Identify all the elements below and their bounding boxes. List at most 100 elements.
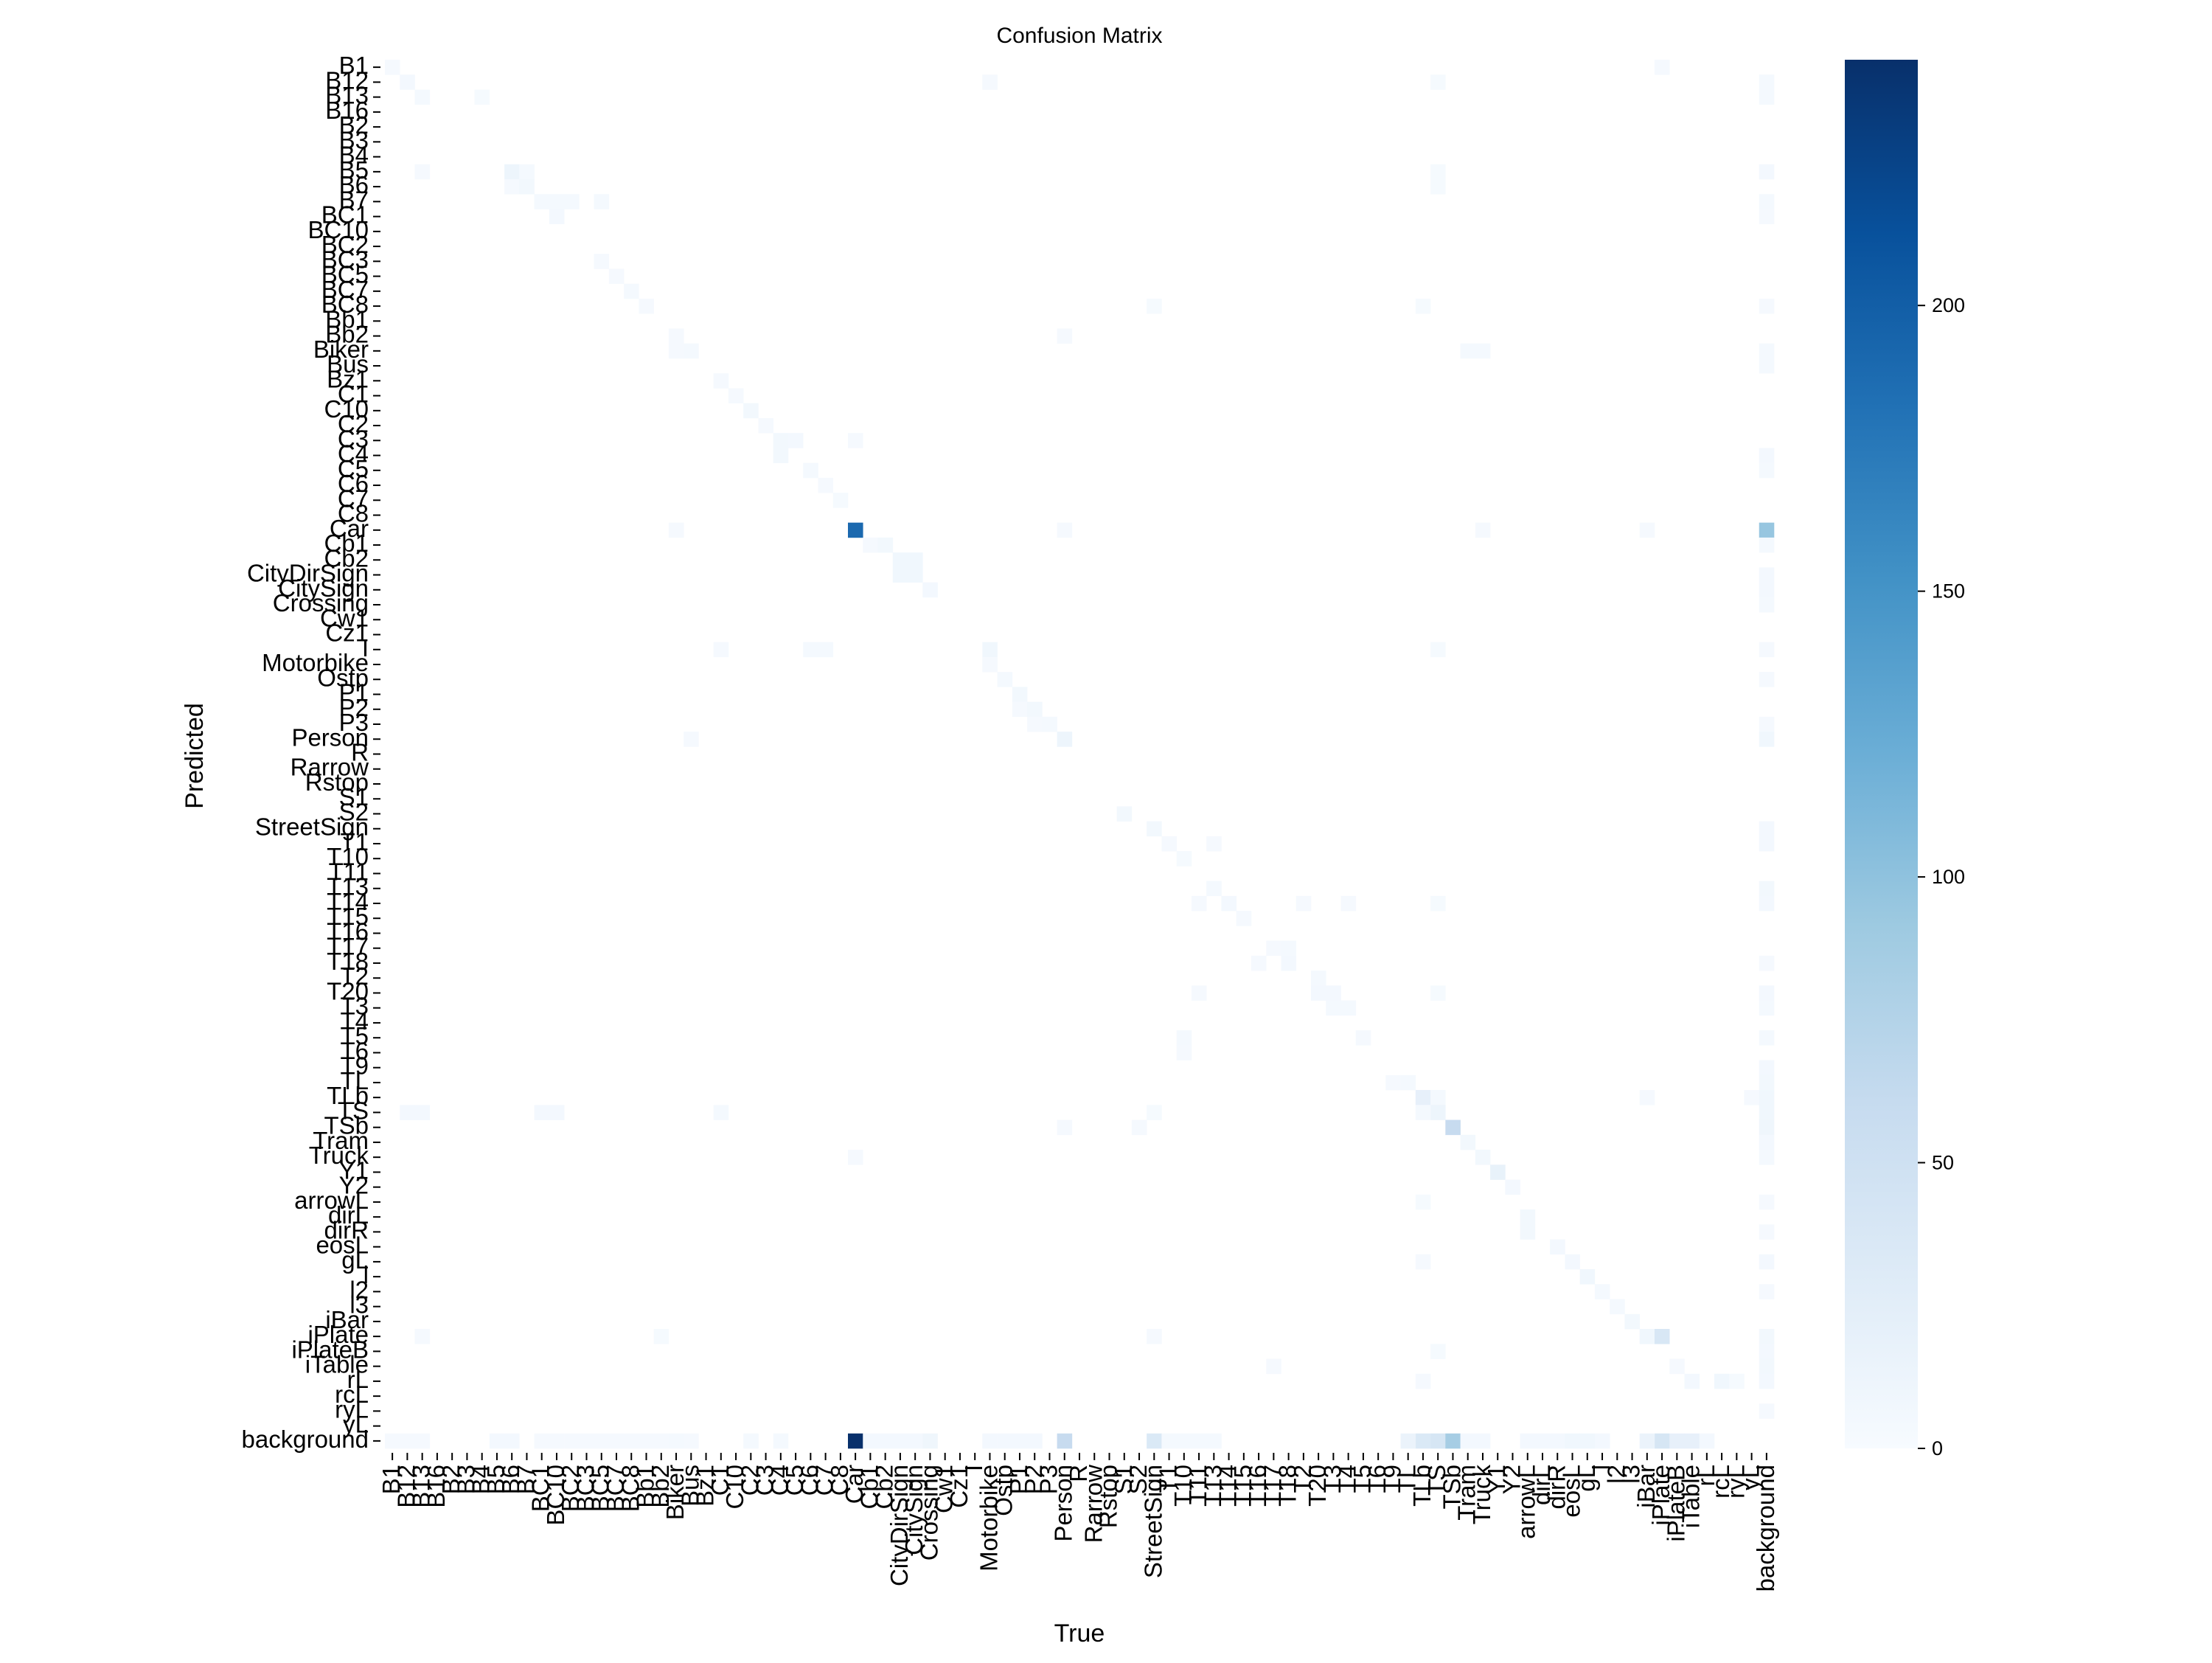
cell-background-vs-BC10 xyxy=(549,1433,565,1449)
cell-T14-vs-T2 xyxy=(1295,895,1312,912)
cell-T13-vs-background xyxy=(1759,881,1775,897)
cell-B12-vs-background xyxy=(1759,74,1775,90)
x-tick-label: B6 xyxy=(497,1465,524,1494)
cell-background-vs-B5 xyxy=(489,1433,505,1449)
cell-Cb1-vs-Cb1 xyxy=(863,537,878,553)
cell-l2-vs-l xyxy=(1594,1284,1610,1299)
cell-l-vs-gL xyxy=(1579,1269,1596,1285)
cell-T18-vs-T16 xyxy=(1251,955,1267,971)
x-tick-label: B7 xyxy=(512,1465,539,1494)
y-tick-label: C6 xyxy=(338,470,369,497)
x-tick-label: Biker xyxy=(661,1465,689,1520)
x-axis-label: True xyxy=(1054,1619,1105,1648)
y-tick-label: l xyxy=(364,1261,369,1288)
cell-Bb2-vs-Biker xyxy=(668,328,684,344)
x-tick-label: iPlate xyxy=(1647,1465,1674,1526)
cell-iPlate-vs-StreetSign xyxy=(1147,1329,1162,1344)
x-tick-label: S1 xyxy=(1110,1465,1137,1494)
x-tick-label: T9 xyxy=(1378,1465,1405,1493)
x-tick-label: dirR xyxy=(1543,1465,1570,1510)
y-tick-label: rL xyxy=(347,1366,369,1393)
cell-gL-vs-background xyxy=(1759,1254,1775,1270)
x-tick-label: T13 xyxy=(1199,1465,1226,1507)
cell-l3-vs-l2 xyxy=(1610,1299,1625,1315)
y-tick-label: TS xyxy=(338,1097,369,1124)
cell-rL-vs-iTable xyxy=(1684,1373,1700,1389)
x-tick-label: R xyxy=(1065,1465,1092,1482)
cell-CitySign-vs-background xyxy=(1759,582,1775,598)
cell-background-vs-C4 xyxy=(773,1433,789,1449)
x-tick-label: Bz1 xyxy=(692,1465,719,1507)
cell-TL-vs-T9 xyxy=(1385,1074,1401,1091)
y-tick-label: T14 xyxy=(327,888,369,915)
cell-background-vs-P2 xyxy=(1027,1433,1043,1449)
cell-iTable-vs-T17 xyxy=(1266,1358,1281,1375)
cell-Biker-vs-Truck xyxy=(1475,343,1491,359)
cell-background-vs-BC8 xyxy=(624,1433,639,1449)
x-tick-label: B4 xyxy=(467,1465,495,1494)
cell-arrowL-vs-TLb xyxy=(1415,1194,1431,1210)
cell-background-vs-BC2 xyxy=(564,1433,580,1449)
y-tick-label: T11 xyxy=(329,858,369,885)
x-tick-label: Motorbike xyxy=(975,1465,1002,1572)
cell-BC1-vs-background xyxy=(1759,209,1775,225)
cell-background-vs-T11 xyxy=(1191,1433,1207,1449)
x-tick-label: T4 xyxy=(1334,1465,1361,1493)
cell-background-vs-iTable xyxy=(1684,1433,1700,1449)
y-tick-label: T16 xyxy=(327,917,369,945)
cell-T5-vs-T5 xyxy=(1355,1030,1371,1046)
y-tick-label: BC10 xyxy=(307,216,369,243)
cell-B7-vs-BC5 xyxy=(594,194,610,209)
cell-eosL-vs-dirR xyxy=(1550,1239,1565,1255)
cell-T5-vs-T10 xyxy=(1176,1030,1192,1046)
cell-iPlateB-vs-TS xyxy=(1430,1344,1446,1359)
x-tick-label: T1 xyxy=(1155,1465,1182,1493)
cell-B7-vs-background xyxy=(1759,194,1775,209)
x-tick-label: T5 xyxy=(1349,1465,1376,1493)
cell-T20-vs-T11 xyxy=(1191,985,1207,1001)
y-tick-label: iPlateB xyxy=(291,1336,369,1363)
cell-Cb2-vs-CitySign xyxy=(908,552,923,568)
cell-background-vs-Car xyxy=(848,1433,863,1449)
y-tick-label: iTable xyxy=(305,1351,369,1378)
colorbar-ticks: 0 50 100 150 200 xyxy=(1918,294,1965,1459)
cell-TS-vs-background xyxy=(1759,1105,1775,1120)
y-tick-label: B6 xyxy=(339,171,369,198)
cell-C7-vs-C8 xyxy=(832,493,849,508)
y-tick-label: B5 xyxy=(339,156,369,184)
x-tick-label: T15 xyxy=(1229,1465,1256,1507)
cell-background-vs-BC7 xyxy=(608,1433,625,1449)
chart-title: Confusion Matrix xyxy=(996,24,1162,48)
x-tick-label: Car xyxy=(841,1465,868,1504)
y-tick-label: arrowL xyxy=(294,1187,369,1214)
y-tick-label: Cb1 xyxy=(324,530,369,557)
x-tick-label: iPlateB xyxy=(1662,1465,1689,1542)
y-tick-label: T2 xyxy=(340,962,369,990)
cell-background-vs-B13 xyxy=(414,1433,431,1449)
cell-T1-vs-background xyxy=(1759,836,1775,852)
y-tick-label: BC5 xyxy=(321,261,369,288)
cell-Tram-vs-Tram xyxy=(1460,1134,1476,1150)
y-tick-label: T9 xyxy=(340,1052,369,1080)
cell-T14-vs-TS xyxy=(1430,895,1446,912)
y-tick-label: C7 xyxy=(338,485,369,512)
x-tick-label: S2 xyxy=(1124,1465,1152,1494)
cell-B1-vs-B1 xyxy=(385,60,400,75)
cell-C2-vs-C3 xyxy=(758,417,774,434)
cell-C10-vs-C2 xyxy=(743,403,759,419)
x-tick-label: C6 xyxy=(796,1465,823,1496)
x-tick-label: BC3 xyxy=(571,1465,599,1512)
cell-dirR-vs-background xyxy=(1759,1224,1775,1240)
x-tick-label: P1 xyxy=(1005,1465,1032,1494)
cell-iTable-vs-background xyxy=(1759,1358,1775,1375)
cell-B7-vs-BC2 xyxy=(564,194,580,209)
cell-T1-vs-T1 xyxy=(1161,836,1177,852)
y-tick-label: T4 xyxy=(340,1007,369,1035)
x-tick-label: C2 xyxy=(736,1465,763,1496)
x-tick-label: StreetSign xyxy=(1139,1465,1166,1578)
cell-background-vs-Person xyxy=(1057,1433,1073,1449)
cell-background-vs-Biker xyxy=(668,1433,684,1449)
cell-T14-vs-T14 xyxy=(1221,895,1237,912)
